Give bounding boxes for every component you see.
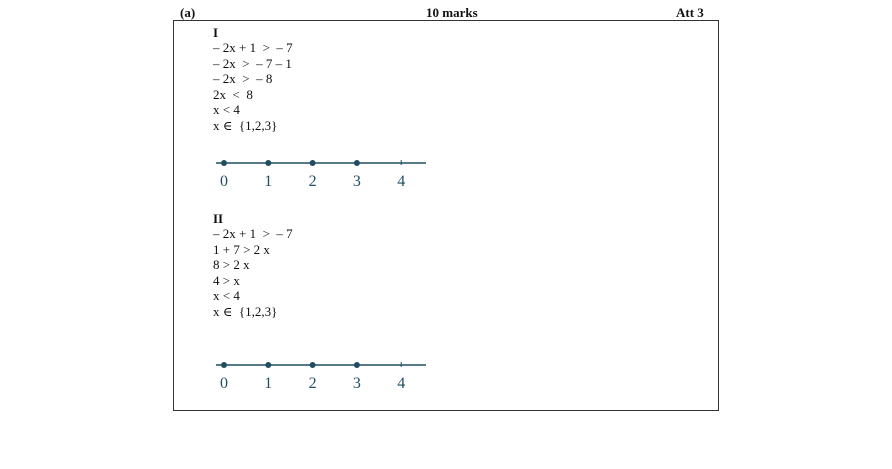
method-heading: I xyxy=(213,25,219,40)
working-line: 1 + 7 > 2 x xyxy=(213,241,270,257)
number-line-point xyxy=(309,362,316,368)
number-line: 0 1 2 3 4 xyxy=(216,362,426,392)
number-line: 0 1 2 3 4 xyxy=(216,160,426,190)
solution-frame xyxy=(173,20,719,411)
working-line: x ∈ {1,2,3} xyxy=(213,303,278,319)
method-heading: II xyxy=(213,211,224,226)
number-line-tick-label: 1 xyxy=(264,173,272,190)
number-line-point xyxy=(309,160,316,166)
solution-method-2: II – 2x + 1 > – 7 1 + 7 > 2 x 8 > 2 x 4 … xyxy=(213,211,293,319)
number-line-tick-label: 4 xyxy=(397,375,405,392)
number-line-point xyxy=(265,160,272,166)
attempt-label: Att 3 xyxy=(676,5,704,20)
working-line: 8 > 2 x xyxy=(213,257,250,272)
number-line-point xyxy=(221,362,227,368)
number-line-point xyxy=(265,362,272,368)
number-line-tick-label: 2 xyxy=(309,173,317,190)
part-label: (a) xyxy=(180,5,196,20)
number-line-tick-label: 3 xyxy=(353,375,361,392)
number-line-tick-label: 3 xyxy=(353,173,361,190)
solution-method-1: I – 2x + 1 > – 7 – 2x > – 7 – 1 – 2x > –… xyxy=(213,25,293,133)
working-line: 2x < 8 xyxy=(213,86,253,102)
working-line: – 2x > – 7 – 1 xyxy=(213,55,292,71)
number-line-point xyxy=(353,160,360,166)
working-line: x < 4 xyxy=(213,288,240,303)
number-line-tick-label: 0 xyxy=(220,375,228,392)
working-line: x ∈ {1,2,3} xyxy=(213,117,278,133)
number-line-point xyxy=(221,160,227,166)
working-line: – 2x + 1 > – 7 xyxy=(213,226,293,241)
marks-label: 10 marks xyxy=(426,5,478,20)
number-line-tick-label: 0 xyxy=(220,173,228,190)
working-line: – 2x + 1 > – 7 xyxy=(213,40,293,55)
number-line-tick-label: 1 xyxy=(264,375,272,392)
working-line: x < 4 xyxy=(213,102,240,117)
number-line-tick-label: 2 xyxy=(309,375,317,392)
number-line-point xyxy=(353,362,360,368)
number-line-tick-label: 4 xyxy=(397,173,405,190)
working-line: – 2x > – 8 xyxy=(213,71,273,86)
working-line: 4 > x xyxy=(213,272,240,288)
